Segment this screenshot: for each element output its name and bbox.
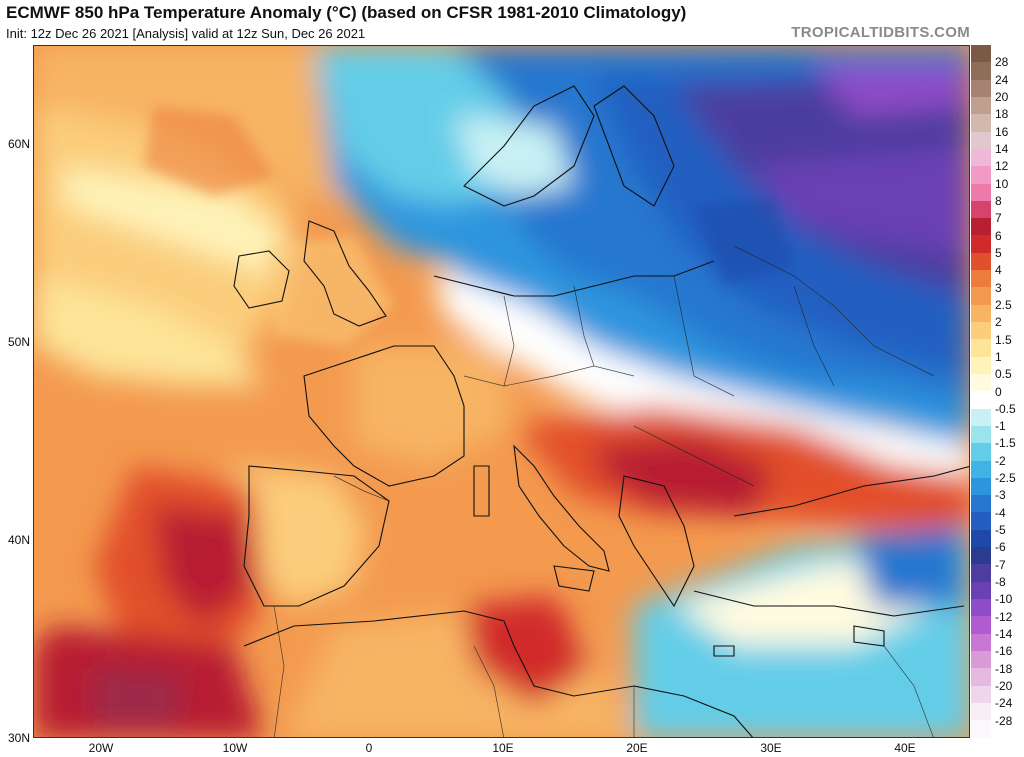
colorbar-swatch xyxy=(971,148,991,167)
colorbar-label: -2 xyxy=(995,453,1006,468)
colorbar xyxy=(971,45,991,738)
brand-label: TROPICALTIDBITS.COM xyxy=(791,24,970,41)
colorbar-label: -3 xyxy=(995,488,1006,503)
colorbar-label: 3 xyxy=(995,280,1002,295)
colorbar-swatch xyxy=(971,131,991,149)
lon-tick-20e: 20E xyxy=(626,741,648,755)
colorbar-swatch xyxy=(971,114,991,132)
colorbar-label: -14 xyxy=(995,627,1013,642)
map-subtitle: Init: 12z Dec 26 2021 [Analysis] valid a… xyxy=(6,26,366,41)
colorbar-swatch xyxy=(971,252,991,271)
colorbar-label: 14 xyxy=(995,141,1009,156)
colorbar-swatch xyxy=(971,668,991,686)
colorbar-swatch xyxy=(971,650,991,669)
colorbar-swatch xyxy=(971,720,991,738)
colorbar-swatch xyxy=(971,304,991,322)
colorbar-swatch xyxy=(971,96,991,115)
colorbar-label: 24 xyxy=(995,72,1009,87)
colorbar-swatch xyxy=(971,200,991,219)
colorbar-swatch xyxy=(971,529,991,548)
colorbar-label: 6 xyxy=(995,228,1002,243)
colorbar-swatch xyxy=(971,270,991,288)
colorbar-swatch xyxy=(971,79,991,97)
colorbar-label: -18 xyxy=(995,661,1013,676)
colorbar-swatch xyxy=(971,599,991,617)
colorbar-label: -6 xyxy=(995,540,1006,555)
lat-tick-60n: 60N xyxy=(7,137,30,151)
lat-tick-40n: 40N xyxy=(7,533,30,547)
colorbar-label: -0.5 xyxy=(995,401,1016,416)
colorbar-swatch xyxy=(971,547,991,565)
colorbar-swatch xyxy=(971,425,991,444)
colorbar-label: 8 xyxy=(995,193,1002,208)
lon-tick-0: 0 xyxy=(365,741,373,755)
colorbar-label: -7 xyxy=(995,557,1006,572)
colorbar-swatch xyxy=(971,616,991,634)
country-borders xyxy=(273,245,935,737)
colorbar-label: 10 xyxy=(995,176,1009,191)
colorbar-swatch xyxy=(971,322,991,340)
lat-tick-30n: 30N xyxy=(7,731,30,745)
colorbar-swatch xyxy=(971,45,991,63)
colorbar-label: -12 xyxy=(995,609,1013,624)
colorbar-swatch xyxy=(971,391,991,409)
colorbar-swatch xyxy=(971,356,991,374)
colorbar-label: -28 xyxy=(995,713,1013,728)
colorbar-label: -16 xyxy=(995,644,1013,659)
lon-tick-30e: 30E xyxy=(760,741,782,755)
temperature-anomaly-map xyxy=(33,45,970,738)
colorbar-label: 1.5 xyxy=(995,332,1012,347)
colorbar-swatch xyxy=(971,685,991,703)
lon-tick-20w: 20W xyxy=(88,741,114,755)
colorbar-label: 28 xyxy=(995,55,1009,70)
lon-tick-10e: 10E xyxy=(492,741,514,755)
colorbar-label: 1 xyxy=(995,349,1002,364)
colorbar-label: 5 xyxy=(995,245,1002,260)
colorbar-swatch xyxy=(971,166,991,184)
colorbar-swatch xyxy=(971,287,991,305)
colorbar-label: 2 xyxy=(995,315,1002,330)
colorbar-swatch xyxy=(971,512,991,530)
colorbar-label: -1 xyxy=(995,419,1006,434)
colorbar-swatch xyxy=(971,373,991,392)
colorbar-swatch xyxy=(971,633,991,651)
colorbar-swatch xyxy=(971,339,991,357)
anomaly-field xyxy=(34,46,969,737)
coastlines xyxy=(233,85,969,737)
colorbar-label: -5 xyxy=(995,523,1006,538)
colorbar-swatch xyxy=(971,62,991,80)
colorbar-swatch xyxy=(971,408,991,426)
colorbar-label: 20 xyxy=(995,89,1009,104)
lon-tick-40e: 40E xyxy=(894,741,916,755)
colorbar-swatch xyxy=(971,702,991,721)
colorbar-swatch xyxy=(971,443,991,461)
colorbar-swatch xyxy=(971,235,991,253)
colorbar-label: -4 xyxy=(995,505,1006,520)
colorbar-label: -24 xyxy=(995,696,1013,711)
colorbar-label: -2.5 xyxy=(995,471,1016,486)
colorbar-label: 0.5 xyxy=(995,367,1012,382)
colorbar-label: -8 xyxy=(995,575,1006,590)
colorbar-label: 7 xyxy=(995,211,1002,226)
colorbar-label: 2.5 xyxy=(995,297,1012,312)
map-title: ECMWF 850 hPa Temperature Anomaly (°C) (… xyxy=(6,3,687,22)
lat-tick-50n: 50N xyxy=(7,335,30,349)
colorbar-swatch xyxy=(971,460,991,478)
colorbar-swatch xyxy=(971,495,991,513)
colorbar-label: -10 xyxy=(995,592,1013,607)
lon-tick-10w: 10W xyxy=(222,741,248,755)
colorbar-label: 4 xyxy=(995,263,1002,278)
colorbar-label: -1.5 xyxy=(995,436,1016,451)
colorbar-swatch xyxy=(971,477,991,496)
colorbar-label: 18 xyxy=(995,107,1009,122)
colorbar-label: -20 xyxy=(995,679,1013,694)
colorbar-swatch xyxy=(971,581,991,599)
colorbar-label: 12 xyxy=(995,159,1009,174)
colorbar-label: 16 xyxy=(995,124,1009,139)
colorbar-swatch xyxy=(971,564,991,582)
colorbar-label: 0 xyxy=(995,384,1002,399)
colorbar-swatch xyxy=(971,183,991,201)
colorbar-swatch xyxy=(971,218,991,236)
